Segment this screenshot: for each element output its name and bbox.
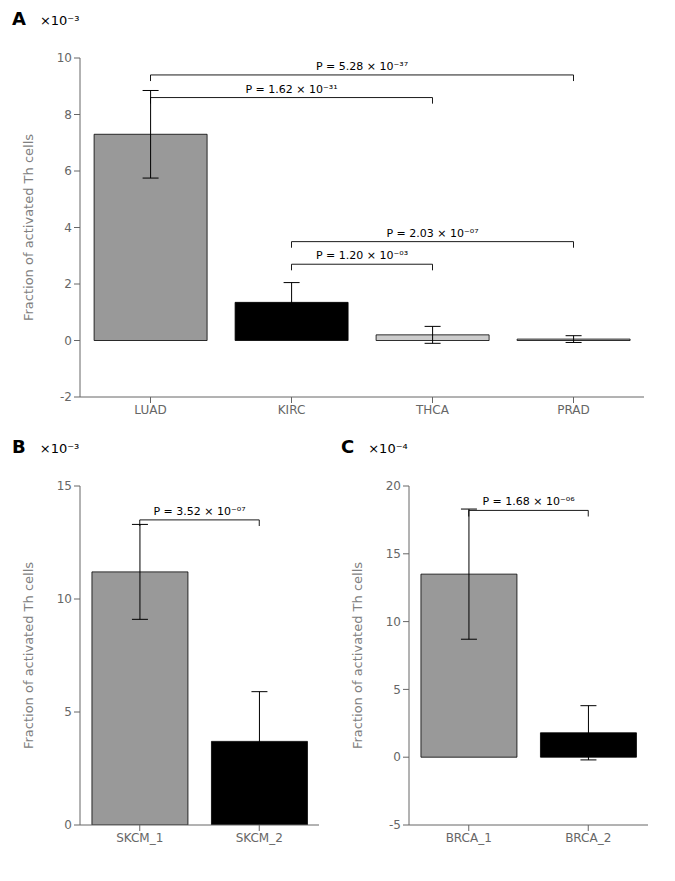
svg-text:10: 10 xyxy=(57,592,72,606)
svg-text:BRCA_1: BRCA_1 xyxy=(446,831,492,845)
html-text:×10⁻³: ×10⁻³ xyxy=(39,13,80,28)
svg-text:-2: -2 xyxy=(60,390,72,404)
html-text:×10⁻⁴: ×10⁻⁴ xyxy=(368,441,408,456)
svg-text:P = 1.62 × 10⁻³¹: P = 1.62 × 10⁻³¹ xyxy=(245,83,337,96)
svg-text:SKCM_1: SKCM_1 xyxy=(116,831,163,845)
svg-text:8: 8 xyxy=(64,108,72,122)
svg-text:SKCM_2: SKCM_2 xyxy=(236,831,283,845)
svg-text:-5: -5 xyxy=(389,818,401,832)
svg-text:15: 15 xyxy=(386,547,401,561)
svg-text:Fraction of activated Th cells: Fraction of activated Th cells xyxy=(350,562,365,749)
svg-text:0: 0 xyxy=(64,334,72,348)
svg-text:P = 2.03 × 10⁻⁰⁷: P = 2.03 × 10⁻⁰⁷ xyxy=(386,227,478,240)
svg-text:2: 2 xyxy=(64,277,72,291)
svg-text:P = 1.20 × 10⁻⁰³: P = 1.20 × 10⁻⁰³ xyxy=(316,249,408,262)
svg-text:0: 0 xyxy=(393,750,401,764)
svg-text:10: 10 xyxy=(386,615,401,629)
svg-text:THCA: THCA xyxy=(415,403,450,417)
svg-text:P = 3.52 × 10⁻⁰⁷: P = 3.52 × 10⁻⁰⁷ xyxy=(153,505,245,518)
svg-text:LUAD: LUAD xyxy=(134,403,166,417)
svg-text:BRCA_2: BRCA_2 xyxy=(565,831,611,845)
html-text:B: B xyxy=(12,436,26,457)
svg-text:4: 4 xyxy=(64,221,72,235)
svg-text:20: 20 xyxy=(386,479,401,493)
svg-text:5: 5 xyxy=(64,705,72,719)
html-text:A: A xyxy=(12,8,26,29)
svg-text:PRAD: PRAD xyxy=(557,403,590,417)
svg-text:10: 10 xyxy=(57,51,72,65)
svg-text:KIRC: KIRC xyxy=(278,403,306,417)
svg-text:15: 15 xyxy=(57,479,72,493)
svg-text:Fraction of activated Th cells: Fraction of activated Th cells xyxy=(21,562,36,749)
svg-text:6: 6 xyxy=(64,164,72,178)
html-text:×10⁻³: ×10⁻³ xyxy=(39,441,80,456)
svg-text:0: 0 xyxy=(64,818,72,832)
svg-text:Fraction of activated Th cells: Fraction of activated Th cells xyxy=(21,134,36,321)
svg-text:5: 5 xyxy=(393,683,401,697)
svg-text:P = 5.28 × 10⁻³⁷: P = 5.28 × 10⁻³⁷ xyxy=(316,60,408,73)
html-text:C: C xyxy=(341,436,355,457)
svg-text:P = 1.68 × 10⁻⁰⁶: P = 1.68 × 10⁻⁰⁶ xyxy=(482,495,575,508)
